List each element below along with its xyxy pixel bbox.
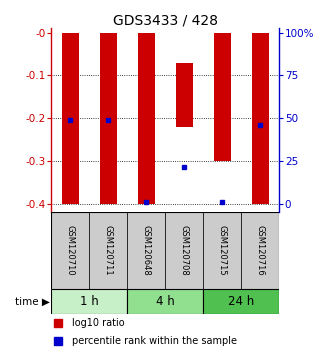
Text: log10 ratio: log10 ratio <box>72 318 125 328</box>
Bar <box>241 212 279 289</box>
Text: GSM120715: GSM120715 <box>218 225 227 276</box>
Bar <box>203 289 279 314</box>
Text: GSM120708: GSM120708 <box>180 225 189 276</box>
Text: time ▶: time ▶ <box>14 297 49 307</box>
Bar <box>51 289 127 314</box>
Bar <box>138 33 155 204</box>
Bar <box>165 212 203 289</box>
Text: GSM120710: GSM120710 <box>66 225 75 276</box>
Text: 1 h: 1 h <box>80 295 99 308</box>
Text: 4 h: 4 h <box>156 295 175 308</box>
Bar <box>127 289 203 314</box>
Text: GSM120716: GSM120716 <box>256 225 265 276</box>
Text: GSM120711: GSM120711 <box>104 225 113 276</box>
Text: 24 h: 24 h <box>228 295 255 308</box>
Bar <box>62 33 79 204</box>
Bar <box>51 212 89 289</box>
Bar <box>89 212 127 289</box>
Bar <box>176 63 193 127</box>
Bar <box>203 212 241 289</box>
Bar <box>127 212 165 289</box>
Bar <box>214 33 231 161</box>
Bar <box>252 33 269 204</box>
Bar <box>100 33 117 204</box>
Text: percentile rank within the sample: percentile rank within the sample <box>72 336 237 346</box>
Title: GDS3433 / 428: GDS3433 / 428 <box>113 13 218 27</box>
Text: GSM120648: GSM120648 <box>142 225 151 276</box>
